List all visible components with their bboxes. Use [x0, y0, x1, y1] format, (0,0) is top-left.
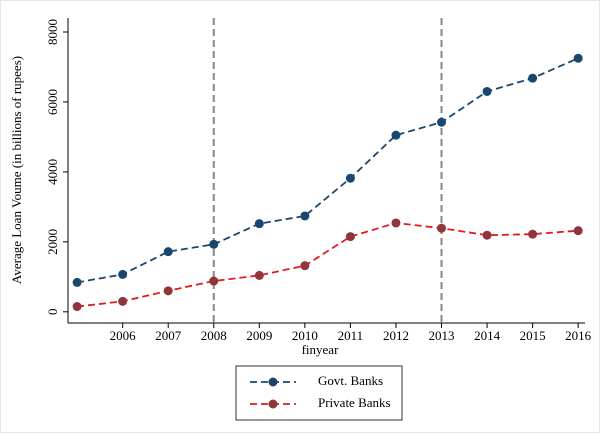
- data-point: [528, 229, 538, 239]
- data-point: [72, 277, 82, 287]
- series-line: [77, 222, 579, 308]
- y-tick-label: 0: [45, 309, 60, 316]
- data-point: [482, 86, 492, 96]
- data-point: [437, 223, 447, 233]
- x-tick-label: 2010: [292, 328, 318, 343]
- data-point: [345, 232, 355, 242]
- data-point: [391, 218, 401, 228]
- legend-marker: [268, 377, 278, 387]
- x-tick-label: 2009: [246, 328, 272, 343]
- data-point: [391, 130, 401, 140]
- data-point: [163, 286, 173, 296]
- x-tick-label: 2008: [201, 328, 227, 343]
- y-axis-label: Average Loan Voume (in billions of rupee…: [9, 56, 24, 284]
- x-tick-label: 2016: [565, 328, 592, 343]
- legend-box: [235, 365, 403, 421]
- legend-label: Private Banks: [318, 395, 391, 410]
- x-tick-label: 2014: [474, 328, 501, 343]
- legend-label: Govt. Banks: [318, 373, 383, 388]
- x-tick-label: 2013: [429, 328, 455, 343]
- data-point: [209, 276, 219, 286]
- x-axis-label: finyear: [302, 342, 339, 357]
- data-point: [254, 270, 264, 280]
- data-point: [300, 261, 310, 271]
- y-tick-label: 2000: [45, 229, 60, 255]
- data-point: [118, 296, 128, 306]
- data-point: [573, 53, 583, 63]
- x-tick-label: 2006: [110, 328, 137, 343]
- data-point: [209, 239, 219, 249]
- x-tick-label: 2015: [520, 328, 546, 343]
- y-tick-label: 6000: [45, 89, 60, 115]
- data-point: [254, 219, 264, 229]
- data-point: [437, 117, 447, 127]
- legend-marker: [268, 399, 278, 409]
- data-point: [72, 302, 82, 312]
- x-tick-label: 2007: [155, 328, 182, 343]
- data-point: [482, 230, 492, 240]
- x-tick-label: 2012: [383, 328, 409, 343]
- data-point: [118, 269, 128, 279]
- data-point: [345, 173, 355, 183]
- y-tick-label: 4000: [45, 159, 60, 185]
- data-point: [573, 226, 583, 236]
- data-point: [528, 73, 538, 83]
- data-point: [163, 247, 173, 257]
- series-line: [76, 57, 579, 284]
- x-tick-label: 2011: [338, 328, 364, 343]
- y-tick-label: 8000: [45, 19, 60, 45]
- data-point: [300, 211, 310, 221]
